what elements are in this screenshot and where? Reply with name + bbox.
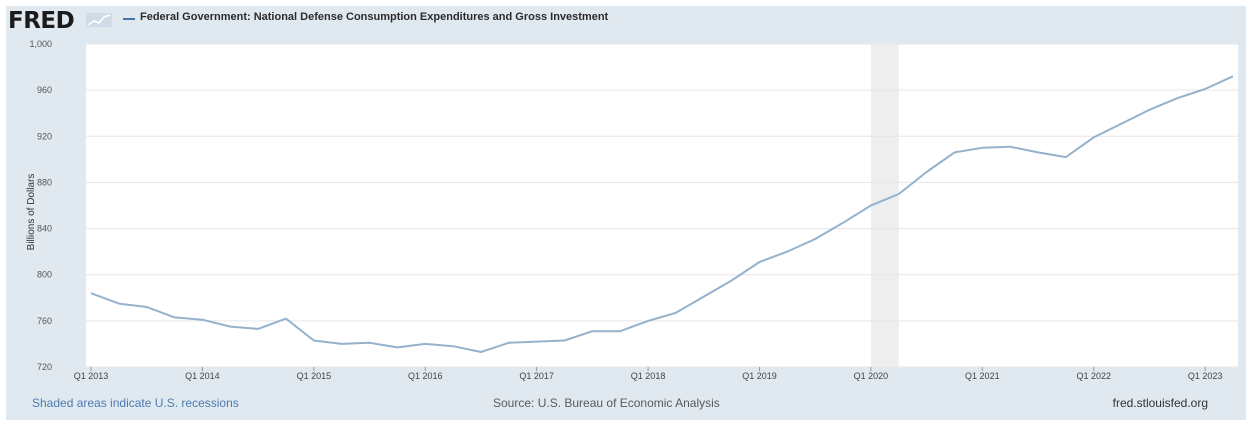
- x-tick-label: Q1 2022: [1076, 371, 1111, 381]
- y-tick-label: 760: [37, 316, 52, 326]
- fred-logo-graph-icon: [86, 13, 112, 27]
- source-text: Source: U.S. Bureau of Economic Analysis: [493, 396, 720, 410]
- y-tick-label: 800: [37, 270, 52, 280]
- recession-note-link[interactable]: Shaded areas indicate U.S. recessions: [32, 396, 239, 410]
- y-tick-label: 920: [37, 131, 52, 141]
- x-tick-label: Q1 2015: [297, 371, 332, 381]
- y-tick-label: 880: [37, 177, 52, 187]
- site-link[interactable]: fred.stlouisfed.org: [1112, 396, 1208, 410]
- chart-title: Federal Government: National Defense Con…: [140, 11, 609, 23]
- x-tick-label: Q1 2013: [74, 371, 109, 381]
- x-tick-label: Q1 2023: [1188, 371, 1223, 381]
- x-tick-label: Q1 2014: [185, 371, 220, 381]
- x-tick-label: Q1 2018: [631, 371, 666, 381]
- plot-area: [86, 44, 1238, 367]
- y-axis-ticks: 720 760 800 840 880 920 960 1,000: [29, 39, 52, 372]
- series-line: [90, 75, 1234, 353]
- x-tick-label: Q1 2019: [742, 371, 777, 381]
- x-tick-label: Q1 2020: [854, 371, 889, 381]
- y-axis-label: Billions of Dollars: [26, 174, 37, 251]
- y-tick-label: 1,000: [29, 39, 52, 49]
- y-tick-label: 960: [37, 85, 52, 95]
- x-tick-label: Q1 2021: [965, 371, 1000, 381]
- y-tick-label: 720: [37, 362, 52, 372]
- recession-band: [870, 44, 899, 367]
- x-axis-ticks: Q1 2013 Q1 2014 Q1 2015 Q1 2016 Q1 2017 Q1 20…: [74, 367, 1223, 381]
- gridlines: [86, 43, 1238, 368]
- fred-logo[interactable]: FRED: [8, 8, 75, 34]
- y-tick-label: 840: [37, 224, 52, 234]
- recession-bands: [870, 44, 899, 367]
- x-tick-label: Q1 2017: [519, 371, 554, 381]
- x-tick-label: Q1 2016: [408, 371, 443, 381]
- legend-line-swatch: [123, 18, 135, 20]
